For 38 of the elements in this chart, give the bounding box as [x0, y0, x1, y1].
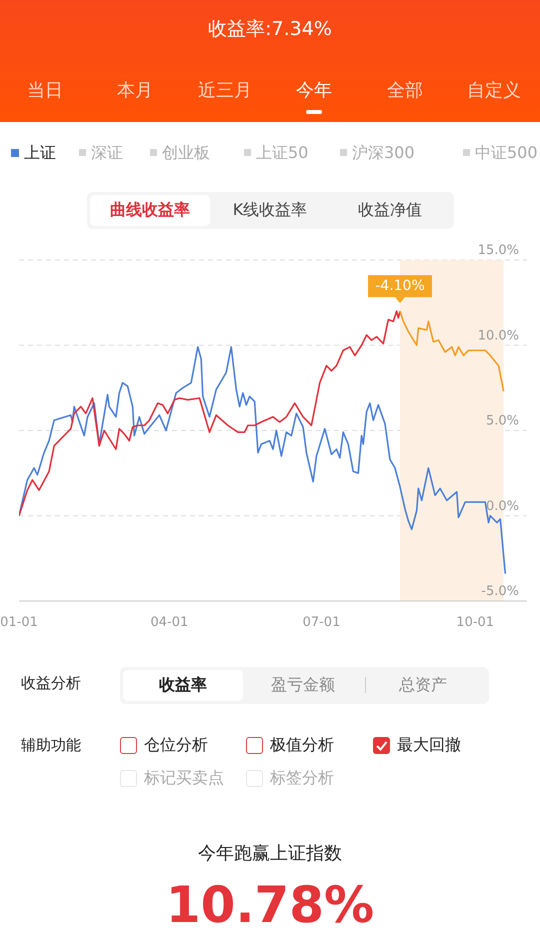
- legend-label: 上证: [24, 143, 56, 164]
- text: 本月: [116, 79, 154, 102]
- text: 中证500: [475, 143, 538, 164]
- text: 标签分析: [270, 768, 334, 789]
- text: 标记买卖点: [144, 768, 224, 789]
- text: 创业板: [162, 143, 210, 164]
- text: 最大回撤: [397, 735, 461, 756]
- text: 上证50: [256, 143, 308, 164]
- text: 全部: [386, 79, 424, 102]
- x-tick-label: 07-01: [302, 615, 340, 630]
- text: 总资产: [398, 675, 448, 696]
- text: 深证: [91, 143, 123, 164]
- x-tick-label: 10-01: [456, 615, 494, 630]
- text: 近三月: [197, 79, 253, 102]
- y-tick-label: 10.0%: [478, 328, 519, 344]
- y-tick-label: 15.0%: [478, 243, 519, 258]
- text: 曲线收益率: [109, 200, 191, 221]
- text: 收益分析: [21, 674, 81, 693]
- text: 今年: [295, 79, 333, 102]
- text: 沪深300: [352, 143, 415, 164]
- text: K线收益率: [232, 200, 308, 221]
- text: 极值分析: [270, 735, 334, 756]
- text: 收益净值: [357, 200, 423, 221]
- text: 今年跑赢上证指数: [197, 842, 343, 865]
- y-tick-label: 0.0%: [486, 498, 519, 514]
- chart-title: 收益率:7.34%: [207, 17, 333, 42]
- text: 10.78%: [164, 876, 376, 934]
- x-tick-label: 04-01: [150, 615, 188, 630]
- text: 辅助功能: [21, 736, 81, 755]
- y-tick-label: 5.0%: [486, 414, 519, 428]
- text: 盈亏金额: [270, 675, 336, 696]
- x-tick-label: 01-01: [0, 615, 38, 630]
- y-tick-label: -5.0%: [481, 584, 519, 599]
- annotation: -4.10%: [375, 278, 425, 294]
- text: 自定义: [466, 79, 522, 102]
- text: 仓位分析: [144, 735, 208, 756]
- text: 收益率: [158, 675, 208, 696]
- text: 当日: [26, 79, 64, 102]
